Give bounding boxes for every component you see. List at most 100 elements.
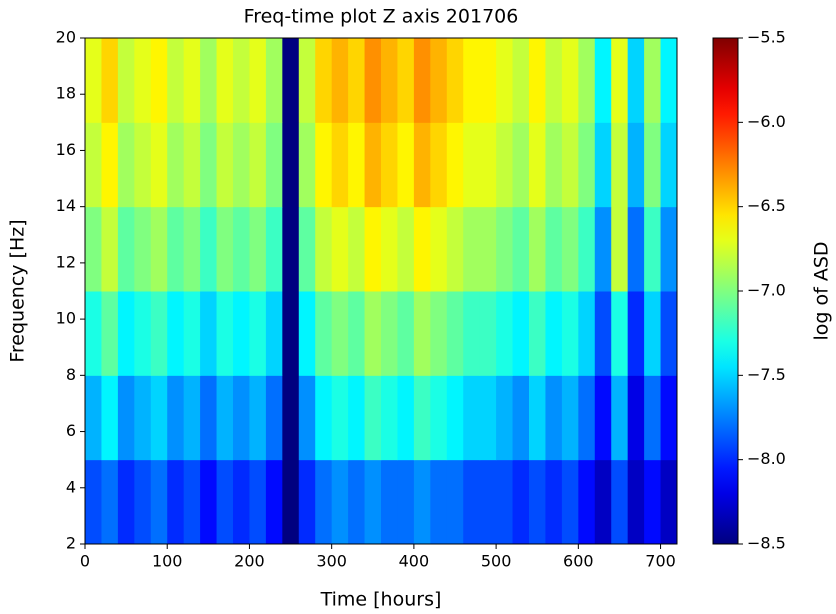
- heatmap-cell: [627, 375, 645, 461]
- heatmap-cell: [446, 459, 464, 545]
- plot-frame: [84, 37, 678, 545]
- heatmap-cell: [381, 206, 398, 292]
- heatmap-cell: [381, 291, 398, 376]
- heatmap-cell: [611, 375, 629, 461]
- heatmap-cell: [594, 291, 612, 376]
- heatmap-cell: [331, 206, 349, 292]
- heatmap-cell: [594, 122, 612, 208]
- y-tick-label: 14: [56, 196, 76, 215]
- heatmap-cell: [644, 459, 662, 545]
- heatmap-cell: [545, 459, 563, 545]
- heatmap-cell: [331, 122, 349, 208]
- heatmap-cell: [381, 459, 398, 545]
- heatmap-cell: [233, 291, 250, 376]
- heatmap-cell: [660, 291, 678, 376]
- heatmap-cell: [150, 206, 168, 292]
- heatmap-cell: [101, 459, 119, 545]
- heatmap-cell: [397, 206, 415, 292]
- heatmap-cell: [282, 206, 300, 292]
- heatmap-cell: [265, 375, 283, 461]
- heatmap-cell: [150, 459, 168, 545]
- heatmap-cell: [331, 291, 349, 376]
- heatmap-cell: [315, 122, 333, 208]
- heatmap-cell: [282, 291, 300, 376]
- heatmap-cell: [644, 375, 662, 461]
- heatmap-cell: [348, 122, 366, 208]
- heatmap-cell: [627, 122, 645, 208]
- colorbar-tick-label: −7.5: [747, 365, 786, 384]
- heatmap-cell: [364, 206, 382, 292]
- colorbar-tick-label: −7.0: [747, 281, 786, 300]
- heatmap-cell: [150, 291, 168, 376]
- heatmap-cell: [167, 375, 185, 461]
- heatmap-cell: [561, 375, 579, 461]
- heatmap-cell: [463, 38, 481, 123]
- y-tick-label: 16: [56, 140, 76, 159]
- heatmap-cell: [479, 375, 497, 461]
- heatmap-cell: [545, 206, 563, 292]
- heatmap-cell: [298, 291, 316, 376]
- heatmap-cell: [660, 459, 678, 545]
- heatmap-cell: [479, 206, 497, 292]
- heatmap-cell: [348, 459, 366, 545]
- heatmap-cell: [216, 459, 234, 545]
- heatmap-cell: [627, 38, 645, 123]
- heatmap-cell: [545, 375, 563, 461]
- heatmap-cell: [660, 38, 678, 123]
- heatmap-cell: [594, 459, 612, 545]
- heatmap-cell: [298, 375, 316, 461]
- heatmap-cell: [233, 375, 250, 461]
- heatmap-cell: [364, 375, 382, 461]
- heatmap-cell: [578, 38, 596, 123]
- heatmap-cell: [529, 459, 546, 545]
- heatmap-cell: [479, 459, 497, 545]
- heatmap-cell: [578, 375, 596, 461]
- heatmap-cell: [594, 38, 612, 123]
- heatmap-cell: [216, 375, 234, 461]
- heatmap-cell: [348, 291, 366, 376]
- heatmap-cell: [545, 122, 563, 208]
- heatmap-cell: [430, 291, 448, 376]
- heatmap-cell: [348, 38, 366, 123]
- heatmap-cell: [233, 459, 250, 545]
- heatmap-cell: [101, 38, 119, 123]
- heatmap-cell: [446, 291, 464, 376]
- y-axis-label: Frequency [Hz]: [7, 219, 29, 362]
- heatmap-cell: [249, 122, 267, 208]
- heatmap-cell: [496, 291, 514, 376]
- heatmap-cell: [496, 206, 514, 292]
- heatmap-cell: [233, 206, 250, 292]
- heatmap-cell: [430, 38, 448, 123]
- heatmap-cell: [561, 122, 579, 208]
- colorbar-label: log of ASD: [811, 241, 833, 340]
- colorbar-tick-label: −8.0: [747, 449, 786, 468]
- x-tick-label: 300: [316, 552, 347, 571]
- heatmap-cell: [397, 38, 415, 123]
- heatmap-cell: [265, 206, 283, 292]
- heatmap-cell: [479, 291, 497, 376]
- heatmap-cell: [397, 291, 415, 376]
- heatmap-cell: [150, 375, 168, 461]
- y-tick-label: 8: [66, 365, 76, 384]
- heatmap-cell: [134, 291, 152, 376]
- heatmap-cell: [216, 206, 234, 292]
- x-tick-label: 200: [234, 552, 265, 571]
- heatmap-cell: [578, 291, 596, 376]
- heatmap-cell: [183, 38, 201, 123]
- heatmap-cell: [397, 459, 415, 545]
- heatmap-cell: [644, 291, 662, 376]
- heatmap-cell: [233, 38, 250, 123]
- heatmap-cell: [512, 375, 530, 461]
- heatmap-cell: [397, 375, 415, 461]
- heatmap-cell: [644, 38, 662, 123]
- y-tick-label: 6: [66, 421, 76, 440]
- heatmap-cell: [134, 459, 152, 545]
- heatmap-cell: [430, 122, 448, 208]
- x-tick-label: 100: [152, 552, 183, 571]
- heatmap-cell: [85, 122, 102, 208]
- heatmap-cell: [315, 38, 333, 123]
- heatmap-cell: [611, 291, 629, 376]
- x-tick-label: 600: [563, 552, 594, 571]
- heatmap-cell: [167, 38, 185, 123]
- heatmap-cell: [101, 206, 119, 292]
